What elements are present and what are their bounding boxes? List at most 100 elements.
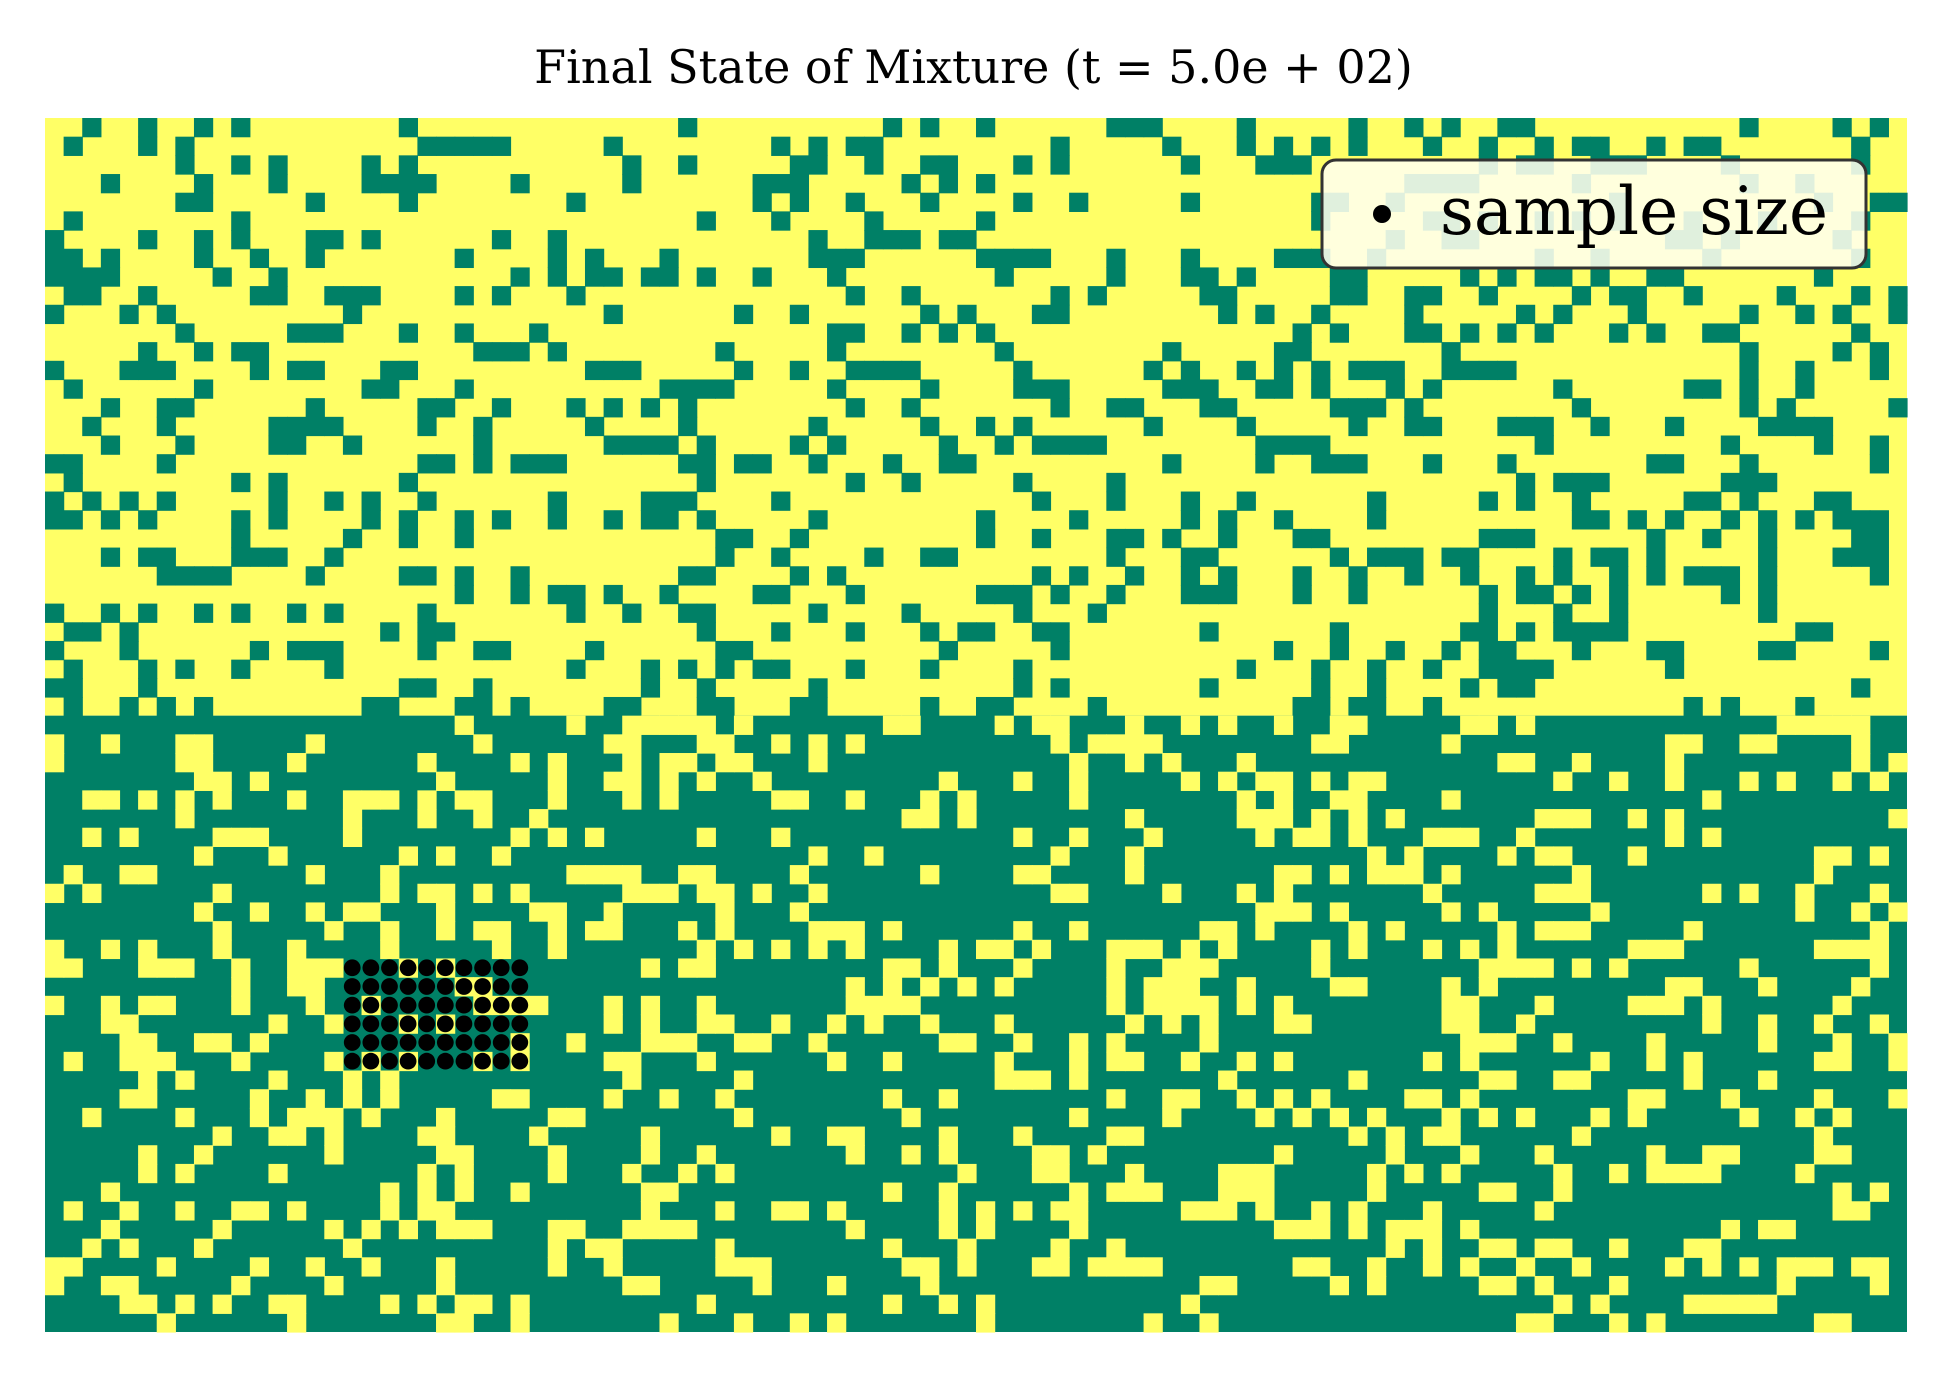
heatmap-cell: [398, 1219, 418, 1240]
heatmap-cell: [901, 286, 921, 306]
heatmap-cell: [212, 883, 232, 904]
heatmap-cell: [342, 435, 363, 455]
heatmap-cell: [119, 360, 139, 381]
heatmap-cell: [1590, 1107, 1610, 1128]
heatmap-cell: [696, 211, 716, 231]
heatmap-cell: [976, 584, 996, 605]
heatmap-cell: [100, 995, 121, 1016]
heatmap-cell: [1180, 715, 1201, 735]
heatmap-cell: [361, 510, 381, 530]
heatmap-cell: [1441, 118, 1461, 138]
heatmap-cell: [640, 1014, 661, 1034]
heatmap-cell: [473, 696, 493, 717]
heatmap-cell: [1050, 715, 1070, 735]
heatmap-cell: [1515, 715, 1536, 735]
heatmap-cell: [1311, 528, 1331, 549]
heatmap-cell: [845, 472, 865, 493]
heatmap-cell: [1050, 155, 1070, 175]
heatmap-cell: [1813, 491, 1834, 511]
heatmap-cell: [1683, 566, 1703, 586]
heatmap-cell: [436, 398, 456, 418]
heatmap-cell: [1367, 491, 1387, 511]
sample-point: [492, 1052, 510, 1070]
heatmap-cell: [1813, 1051, 1834, 1072]
heatmap-cell: [1180, 192, 1201, 212]
heatmap-cell: [696, 1014, 716, 1034]
heatmap-cell: [1534, 323, 1554, 343]
heatmap-cell: [1124, 1182, 1145, 1202]
heatmap-cell: [1255, 379, 1275, 399]
heatmap-cell: [268, 1163, 288, 1184]
heatmap-cell: [1515, 958, 1536, 978]
heatmap-cell: [1627, 809, 1647, 829]
heatmap-cell: [1888, 398, 1908, 418]
heatmap-cell: [1236, 267, 1256, 287]
heatmap-cell: [1367, 1163, 1387, 1184]
heatmap-cell: [100, 790, 121, 810]
heatmap-cell: [976, 1201, 996, 1221]
heatmap-cell: [1776, 771, 1796, 791]
heatmap-cell: [622, 174, 642, 194]
heatmap-cell: [417, 1294, 437, 1314]
heatmap-cell: [622, 435, 642, 455]
heatmap-cell: [1888, 902, 1908, 922]
heatmap-cell: [491, 640, 512, 661]
heatmap-cell: [1199, 286, 1219, 306]
heatmap-cell: [119, 622, 139, 642]
heatmap-cell: [957, 790, 977, 810]
heatmap-cell: [1180, 977, 1201, 997]
heatmap-cell: [82, 416, 102, 437]
heatmap-cell: [1292, 902, 1312, 922]
heatmap-cell: [938, 323, 958, 343]
heatmap-cell: [1348, 977, 1368, 997]
heatmap-cell: [1031, 1163, 1052, 1184]
heatmap-cell: [1311, 958, 1331, 978]
heatmap-cell: [1311, 1257, 1331, 1277]
heatmap-cell: [547, 1163, 567, 1184]
heatmap-cell: [1851, 286, 1871, 306]
heatmap-cell: [603, 771, 623, 791]
heatmap-cell: [547, 921, 567, 941]
heatmap-cell: [640, 398, 661, 418]
heatmap-cell: [1478, 1182, 1498, 1202]
heatmap-cell: [1534, 1201, 1554, 1221]
sample-point: [436, 1015, 454, 1033]
heatmap-cell: [119, 1014, 139, 1034]
heatmap-cell: [1422, 379, 1443, 399]
heatmap-cell: [342, 1089, 363, 1109]
heatmap-cell: [715, 734, 735, 754]
heatmap-cell: [473, 809, 493, 829]
heatmap-cell: [473, 1294, 493, 1314]
heatmap-cell: [976, 528, 996, 549]
heatmap-cell: [1553, 379, 1573, 399]
heatmap-cell: [1162, 883, 1182, 904]
heatmap-cell: [193, 603, 214, 623]
heatmap-cell: [715, 883, 735, 904]
heatmap-cell: [45, 454, 65, 474]
heatmap-cell: [1869, 846, 1889, 866]
heatmap-cell: [901, 715, 921, 735]
heatmap-cell: [1218, 286, 1238, 306]
heatmap-cell: [1031, 1257, 1052, 1277]
heatmap-cell: [827, 342, 847, 362]
heatmap-cell: [1441, 827, 1461, 847]
heatmap-cell: [100, 734, 121, 754]
heatmap-cell: [1813, 715, 1834, 735]
sample-point: [436, 1034, 454, 1051]
heatmap-cell: [1758, 1014, 1778, 1034]
sample-point: [381, 996, 398, 1014]
heatmap-cell: [659, 584, 679, 605]
heatmap-cell: [1758, 547, 1778, 567]
heatmap-cell: [1031, 379, 1052, 399]
sample-point: [492, 1034, 510, 1051]
heatmap-cell: [1758, 1033, 1778, 1053]
heatmap-cell: [584, 921, 605, 941]
heatmap-cell: [1460, 566, 1480, 586]
heatmap-cell: [1758, 1070, 1778, 1090]
heatmap-cell: [1218, 528, 1238, 549]
heatmap-cell: [324, 1051, 344, 1072]
heatmap-cell: [715, 921, 735, 941]
heatmap-cell: [510, 696, 530, 717]
heatmap-cell: [1795, 902, 1815, 922]
heatmap-cell: [1664, 267, 1685, 287]
